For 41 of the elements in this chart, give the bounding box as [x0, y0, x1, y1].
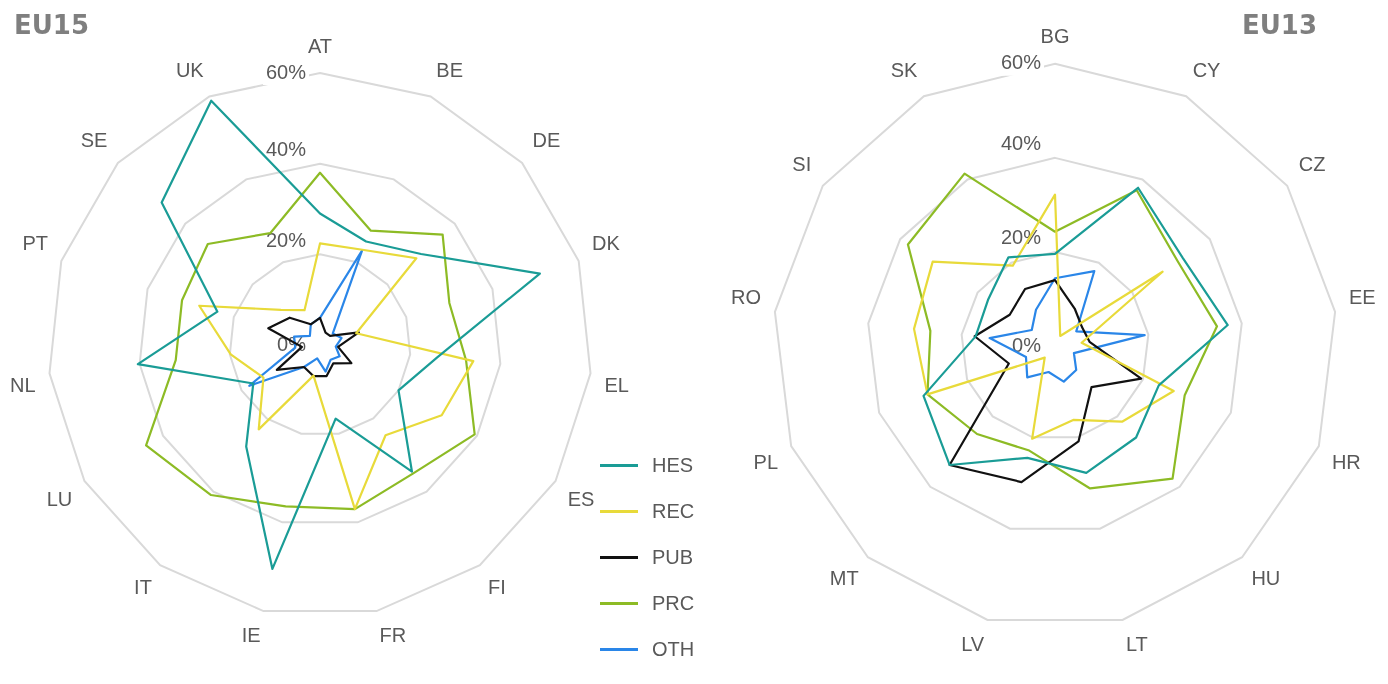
spoke-label: DE — [532, 129, 561, 152]
y-tick-label: 20% — [265, 228, 307, 251]
y-tick-label: 60% — [265, 60, 307, 83]
spoke-label: NL — [9, 374, 36, 397]
chart-title: EU15 — [14, 10, 90, 40]
spoke-label: LV — [961, 633, 985, 656]
legend-label: PUB — [652, 545, 694, 569]
spoke-label: SE — [80, 129, 108, 152]
spoke-label: LU — [46, 487, 73, 510]
y-tick-label: 40% — [265, 138, 307, 161]
legend-label: OTH — [652, 637, 695, 661]
spoke-label: FI — [488, 575, 506, 598]
spoke-label: LT — [1125, 633, 1148, 656]
spoke-label: CZ — [1298, 153, 1326, 176]
spoke-label: HU — [1251, 567, 1281, 590]
spoke-label: UK — [175, 59, 205, 82]
spoke-label: BE — [436, 59, 464, 82]
spoke-label: EE — [1349, 285, 1376, 308]
chart-title: EU13 — [1242, 10, 1318, 40]
legend-label: PRC — [652, 591, 695, 615]
spoke-label: SK — [890, 59, 919, 82]
spoke-label: SI — [792, 153, 812, 176]
spoke-label: DK — [592, 232, 621, 255]
spoke-label: PL — [753, 450, 779, 473]
spoke-label: ES — [567, 487, 595, 510]
spoke-label: PT — [22, 232, 48, 255]
spoke-label: IE — [241, 624, 261, 647]
spoke-label: HR — [1331, 450, 1361, 473]
spoke-label: IT — [134, 575, 152, 598]
spoke-label: RO — [731, 285, 761, 308]
y-tick-label: 40% — [1000, 132, 1042, 155]
y-tick-label: 60% — [1000, 51, 1042, 74]
spoke-label: BG — [1040, 25, 1070, 48]
spoke-label: FR — [379, 624, 407, 647]
y-tick-label: 0% — [1012, 333, 1042, 356]
legend-label: HES — [652, 453, 694, 477]
spoke-label: CY — [1192, 59, 1221, 82]
legend-label: REC — [652, 499, 695, 523]
spoke-label: AT — [307, 34, 333, 57]
spoke-label: MT — [829, 567, 859, 590]
spoke-label: EL — [604, 374, 629, 397]
